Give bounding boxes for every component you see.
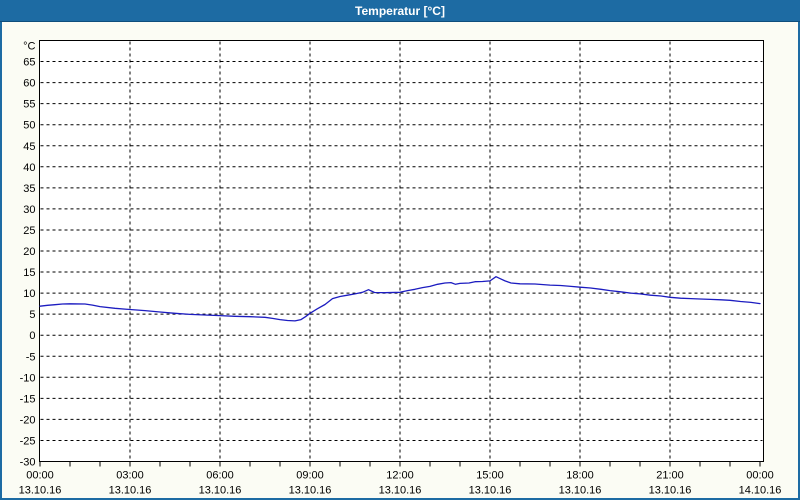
y-tick-label: 50 (23, 120, 35, 132)
y-tick-label: 0 (29, 330, 35, 342)
temperature-chart: °C65605550454035302520151050-5-10-15-20-… (19, 40, 782, 497)
x-axis-labels: 00:00 13.10.16 03:00 13.10.16 06:00 13.10.16 0… (19, 470, 782, 497)
y-tick-label: 45 (23, 141, 35, 153)
y-tick-label: -25 (20, 435, 36, 447)
y-tick-label: 35 (23, 183, 35, 195)
window-title: Temperatur [°C] (355, 3, 445, 18)
y-tick-label: 60 (23, 78, 35, 90)
y-tick-label: -30 (20, 457, 36, 469)
x-tick-date-label: 14.10.16 (739, 485, 782, 497)
y-tick-label: -15 (20, 393, 36, 405)
y-tick-label: 30 (23, 204, 35, 216)
x-tick-date-label: 13.10.16 (469, 485, 512, 497)
x-tick-time-label: 00:00 (26, 470, 54, 482)
x-tick-date-label: 13.10.16 (109, 485, 152, 497)
x-tick-date-label: 13.10.16 (559, 485, 602, 497)
x-tick-time-label: 03:00 (116, 470, 144, 482)
vertical-gridlines (129, 41, 671, 461)
x-tick-time-label: 18:00 (566, 470, 594, 482)
x-tick-time-label: 15:00 (476, 470, 504, 482)
x-tick-time-label: 06:00 (206, 470, 234, 482)
y-tick-label: 40 (23, 162, 35, 174)
y-tick-label: 15 (23, 267, 35, 279)
y-tick-label: 10 (23, 288, 35, 300)
window-border-right (798, 22, 800, 500)
x-tick-date-label: 13.10.16 (19, 485, 62, 497)
x-tick-date-label: 13.10.16 (649, 485, 692, 497)
x-tick-date-label: 13.10.16 (379, 485, 422, 497)
hour-tick-marks (39, 461, 761, 467)
y-tick-label: -5 (26, 351, 36, 363)
y-tick-label: -10 (20, 372, 36, 384)
x-tick-date-label: 13.10.16 (289, 485, 332, 497)
x-tick-time-label: 09:00 (296, 470, 324, 482)
x-tick-time-label: 00:00 (746, 470, 774, 482)
window-titlebar: Temperatur [°C] (0, 0, 800, 22)
y-tick-label: 25 (23, 225, 35, 237)
y-tick-label: 5 (29, 309, 35, 321)
y-axis-unit-label: °C (23, 41, 35, 53)
y-tick-label: 55 (23, 99, 35, 111)
temperature-series-line (39, 276, 761, 322)
x-tick-time-label: 21:00 (656, 470, 684, 482)
x-tick-date-label: 13.10.16 (199, 485, 242, 497)
window-border-left (0, 22, 2, 500)
y-tick-label: 20 (23, 246, 35, 258)
y-tick-label: 65 (23, 57, 35, 69)
horizontal-gridlines (40, 61, 763, 441)
y-axis-labels: °C65605550454035302520151050-5-10-15-20-… (20, 41, 36, 469)
y-tick-label: -20 (20, 414, 36, 426)
window-border-bottom (0, 498, 800, 500)
x-tick-time-label: 12:00 (386, 470, 414, 482)
